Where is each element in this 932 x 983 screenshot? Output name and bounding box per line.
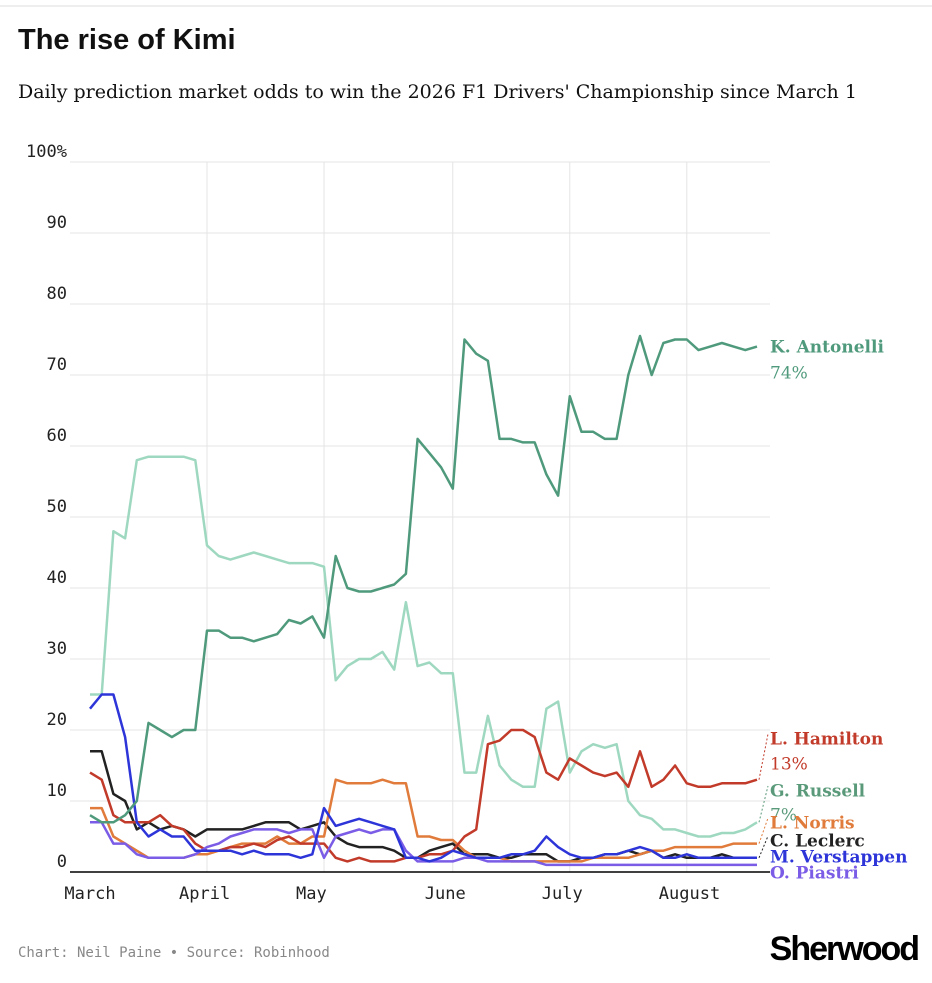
leader-line: [758, 817, 769, 844]
end-value-label: 7%: [770, 806, 797, 826]
y-tick-label: 80: [47, 284, 67, 304]
y-tick-label: 50: [47, 497, 67, 517]
y-tick-label: 90: [47, 213, 67, 233]
x-tick-label: July: [542, 884, 583, 904]
legend-label: O. Piastri: [770, 864, 859, 884]
legend-label: K. Antonelli: [770, 338, 884, 358]
series-line: [89, 334, 758, 824]
series-line: [90, 455, 758, 838]
series-line: [90, 778, 757, 863]
logo: Sherwood: [769, 930, 920, 968]
x-tick-label: June: [425, 884, 466, 904]
y-tick-label: 60: [47, 426, 67, 446]
chart-title: The rise of Kimi: [18, 24, 236, 56]
y-tick-label: 40: [47, 568, 67, 588]
y-tick-label: 100%: [26, 142, 67, 162]
legend-label: G. Russell: [770, 782, 866, 802]
y-tick-label: 30: [47, 639, 67, 659]
x-tick-label: August: [659, 884, 720, 904]
x-tick-label: March: [64, 884, 115, 904]
legend-label: L. Hamilton: [770, 730, 883, 750]
series-line: [89, 693, 757, 863]
y-tick-label: 70: [47, 355, 67, 375]
series-line: [89, 728, 758, 863]
legend-label: C. Leclerc: [770, 832, 865, 852]
end-value-label: 13%: [770, 755, 808, 775]
footer: Chart: Neil Paine • Source: Robinhood: [18, 945, 330, 961]
x-tick-label: April: [179, 884, 230, 904]
legend-label: M. Verstappen: [770, 848, 907, 868]
y-tick-label: 10: [47, 781, 67, 801]
chart-subtitle: Daily prediction market odds to win the …: [18, 81, 857, 103]
leader-line: [758, 785, 769, 823]
end-value-label: 74%: [770, 364, 808, 384]
x-tick-label: May: [296, 884, 327, 904]
y-tick-label: 0: [57, 852, 67, 872]
leader-line: [758, 733, 769, 780]
y-tick-label: 20: [47, 710, 67, 730]
legend-label: L. Norris: [770, 814, 855, 834]
